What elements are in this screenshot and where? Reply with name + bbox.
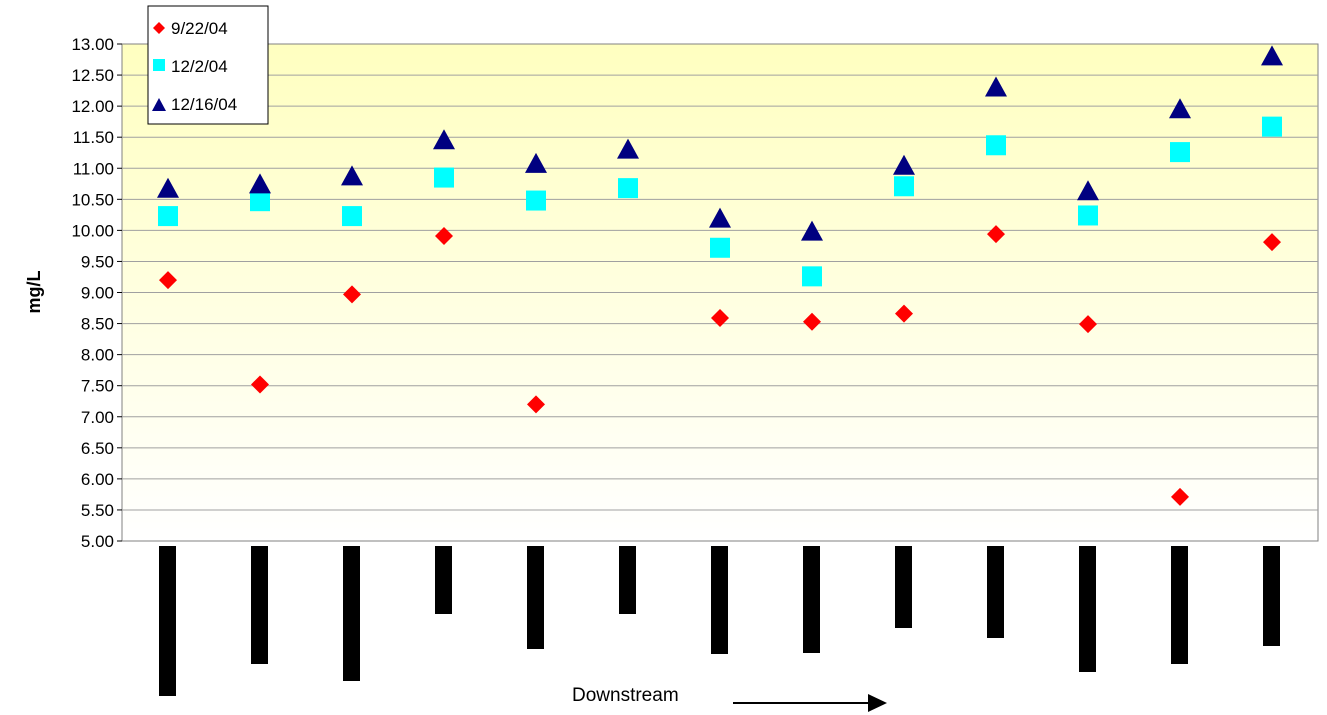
- data-point-square: [250, 191, 270, 212]
- x-category-labels: [159, 546, 1280, 696]
- y-tick-label: 11.50: [73, 128, 114, 147]
- x-category-label: [987, 546, 1004, 638]
- y-tick-label: 5.50: [81, 501, 114, 520]
- x-category-label: [159, 546, 176, 696]
- legend-box: [147, 5, 269, 125]
- y-tick-label: 11.00: [73, 159, 114, 178]
- data-point-diamond: [251, 375, 269, 394]
- arrow-right-icon: [733, 694, 887, 712]
- data-point-triangle: [617, 138, 639, 159]
- data-point-triangle: [985, 76, 1007, 97]
- y-tick-label: 13.00: [71, 35, 114, 54]
- legend-label-series-2: 12/2/04: [171, 57, 228, 76]
- x-category-label: [895, 546, 912, 628]
- y-tick-label: 7.50: [81, 377, 114, 396]
- data-point-diamond: [343, 285, 361, 304]
- data-point-triangle: [801, 220, 823, 241]
- data-point-diamond: [803, 312, 821, 331]
- data-point-triangle: [157, 177, 179, 198]
- data-point-triangle: [249, 173, 271, 194]
- y-tick-label: 6.00: [81, 470, 114, 489]
- data-point-triangle: [893, 154, 915, 175]
- y-tick-labels: 5.00 5.50 6.00 6.50 7.00 7.50 8.00 8.50 9.00 9.50…: [71, 35, 114, 551]
- grid-lines: [117, 43, 1318, 542]
- data-point-diamond: [1263, 233, 1281, 252]
- y-tick-label: 5.00: [81, 532, 114, 551]
- legend-square-icon: [153, 59, 165, 71]
- y-tick-label: 9.00: [81, 284, 114, 303]
- data-point-square: [710, 237, 730, 258]
- y-tick-label: 12.00: [71, 97, 114, 116]
- data-point-diamond: [527, 395, 545, 414]
- data-point-triangle: [525, 152, 547, 173]
- x-category-label: [1079, 546, 1096, 672]
- y-tick-label: 12.50: [71, 66, 114, 85]
- y-tick-label: 6.50: [81, 439, 114, 458]
- x-category-label: [343, 546, 360, 681]
- y-tick-label: 10.00: [71, 221, 114, 240]
- y-tick-label: 8.00: [81, 346, 114, 365]
- data-point-square: [1170, 142, 1190, 163]
- x-category-label: [1263, 546, 1280, 646]
- data-point-diamond: [711, 308, 729, 327]
- data-point-square: [526, 190, 546, 211]
- downstream-label: Downstream: [572, 685, 679, 706]
- data-point-triangle: [433, 129, 455, 150]
- data-point-triangle: [1169, 98, 1191, 119]
- data-point-square: [986, 135, 1006, 156]
- data-point-square: [158, 206, 178, 227]
- legend-diamond-icon: [153, 22, 165, 34]
- data-point-triangle: [1261, 45, 1283, 66]
- data-point-diamond: [435, 226, 453, 245]
- x-category-label: [251, 546, 268, 664]
- legend-label-series-1: 9/22/04: [171, 19, 228, 38]
- data-point-triangle: [341, 165, 363, 186]
- data-markers: [157, 45, 1283, 506]
- data-point-square: [434, 167, 454, 188]
- y-axis-title: mg/L: [24, 270, 44, 313]
- data-point-diamond: [1079, 315, 1097, 334]
- data-point-square: [894, 176, 914, 197]
- x-category-label: [1171, 546, 1188, 664]
- data-point-square: [342, 206, 362, 227]
- legend: 9/22/04 12/2/04 12/16/04: [147, 5, 269, 125]
- data-point-triangle: [709, 207, 731, 228]
- x-category-label: [435, 546, 452, 614]
- data-point-square: [618, 178, 638, 199]
- data-point-diamond: [895, 304, 913, 323]
- y-tick-label: 7.00: [81, 408, 114, 427]
- legend-label-series-3: 12/16/04: [171, 95, 237, 114]
- x-category-label: [803, 546, 820, 653]
- y-tick-label: 10.50: [71, 190, 114, 209]
- data-point-diamond: [159, 271, 177, 290]
- data-point-diamond: [987, 225, 1005, 244]
- y-tick-label: 9.50: [81, 252, 114, 271]
- x-category-label: [527, 546, 544, 649]
- x-category-label: [619, 546, 636, 614]
- legend-triangle-icon: [152, 98, 166, 111]
- x-category-label: [711, 546, 728, 654]
- y-tick-label: 8.50: [81, 315, 114, 334]
- data-point-diamond: [1171, 487, 1189, 506]
- data-point-triangle: [1077, 180, 1099, 201]
- data-point-square: [1262, 116, 1282, 137]
- data-point-square: [802, 266, 822, 287]
- data-point-square: [1078, 205, 1098, 226]
